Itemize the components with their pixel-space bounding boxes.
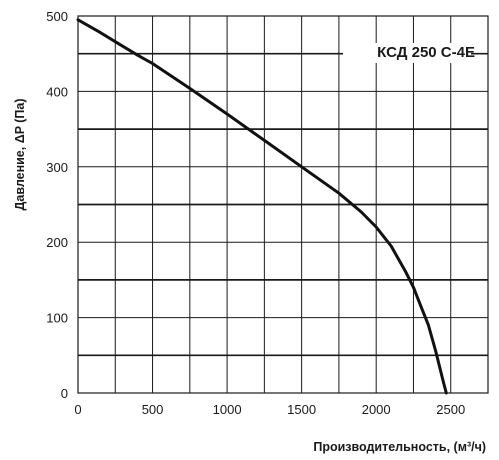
y-tick-label: 400 [46, 84, 68, 99]
y-tick-label: 100 [46, 311, 68, 326]
series-line [76, 18, 448, 395]
y-axis-title: Давление, ΔP (Па) [13, 98, 27, 210]
x-tick-label: 0 [74, 402, 81, 417]
y-tick-label: 200 [46, 235, 68, 250]
x-axis-ticks: 0 500 1000 1500 2000 2500 [74, 402, 465, 417]
x-tick-label: 2500 [436, 402, 465, 417]
series-layer [76, 18, 448, 395]
x-tick-label: 1500 [287, 402, 316, 417]
y-axis-ticks: 0 100 200 300 400 500 [46, 9, 68, 401]
grid [78, 16, 488, 393]
y-tick-label: 300 [46, 160, 68, 175]
legend-label: КСД 250 С-4Е [377, 44, 475, 61]
x-axis-title: Производительность, (м³/ч) [313, 440, 486, 454]
x-tick-label: 1000 [213, 402, 242, 417]
legend: КСД 250 С-4Е [343, 43, 475, 63]
x-tick-label: 500 [142, 402, 164, 417]
y-tick-label: 0 [61, 386, 68, 401]
plot-frame [77, 15, 489, 394]
legend-background [343, 43, 471, 63]
x-tick-label: 2000 [362, 402, 391, 417]
y-tick-label: 500 [46, 9, 68, 24]
